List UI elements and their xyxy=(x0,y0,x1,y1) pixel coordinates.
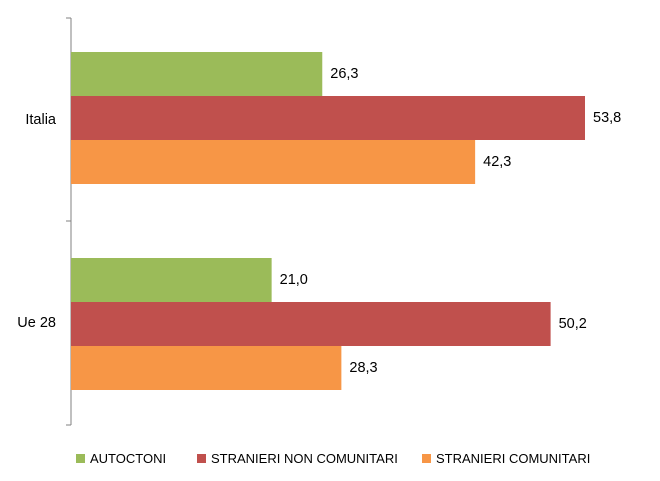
legend-label-autoctoni: AUTOCTONI xyxy=(90,450,167,466)
legend-item-autoctoni: AUTOCTONI xyxy=(76,447,166,469)
category-label-ue-28: Ue 28 xyxy=(17,315,56,331)
bars-layer xyxy=(71,52,585,390)
legend-label-stranieri-non-comunitari: STRANIERI NON COMUNITARI xyxy=(211,450,398,466)
data-label-ue-28-stranieri-non-comunitari: 50,2 xyxy=(559,316,587,332)
legend-item-stranieri-comunitari: STRANIERI COMUNITARI xyxy=(422,447,590,469)
bar-italia-stranieri-comunitari xyxy=(71,140,476,184)
bar-chart: Italia 26,3 53,8 42,3 Ue 28 21,0 50,2 28,3 xyxy=(17,17,621,426)
bar-italia-autoctoni xyxy=(71,52,323,96)
legend-swatch-autoctoni xyxy=(76,453,85,463)
bar-ue-28-autoctoni xyxy=(71,258,272,302)
data-label-ue-28-stranieri-comunitari: 28,3 xyxy=(349,360,377,376)
bar-ue-28-stranieri-comunitari xyxy=(71,346,342,390)
legend: AUTOCTONI STRANIERI NON COMUNITARI STRAN… xyxy=(0,447,660,471)
labels-layer: Italia 26,3 53,8 42,3 Ue 28 21,0 50,2 28,3 xyxy=(17,66,621,376)
legend-swatch-stranieri-non-comunitari xyxy=(197,453,206,463)
data-label-ue-28-autoctoni: 21,0 xyxy=(280,272,308,288)
data-label-italia-stranieri-non-comunitari: 53,8 xyxy=(593,110,621,126)
data-label-italia-stranieri-comunitari: 42,3 xyxy=(483,154,511,170)
legend-item-stranieri-non-comunitari: STRANIERI NON COMUNITARI xyxy=(197,447,398,469)
legend-swatch-stranieri-comunitari xyxy=(422,453,431,463)
bar-italia-stranieri-non-comunitari xyxy=(71,96,585,140)
legend-label-stranieri-comunitari: STRANIERI COMUNITARI xyxy=(436,450,591,466)
data-label-italia-autoctoni: 26,3 xyxy=(330,66,358,82)
category-label-italia: Italia xyxy=(25,112,57,128)
bar-ue-28-stranieri-non-comunitari xyxy=(71,302,551,346)
